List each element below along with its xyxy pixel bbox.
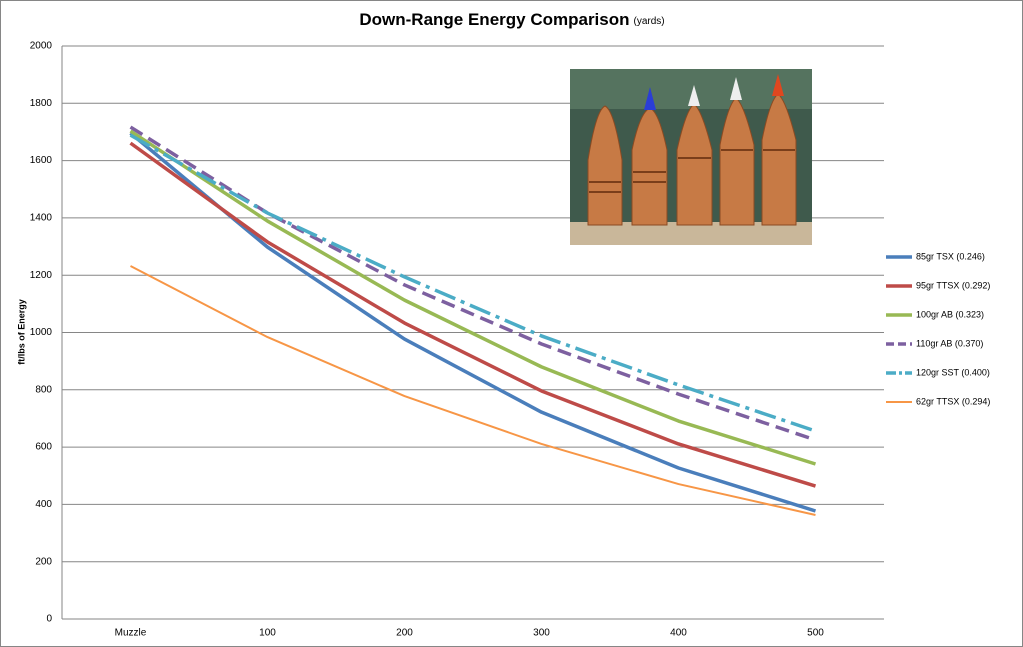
x-tick-label: Muzzle [115, 628, 147, 639]
legend-label: 100gr AB (0.323) [916, 309, 984, 319]
y-tick-label: 600 [35, 442, 52, 453]
legend-label: 95gr TTSX (0.292) [916, 280, 990, 290]
y-tick-label: 2000 [30, 41, 53, 52]
y-tick-label: 1800 [30, 98, 53, 109]
title: Down-Range Energy Comparison [359, 10, 629, 29]
series-line [129, 141, 817, 488]
legend-label: 85gr TSX (0.246) [916, 251, 985, 261]
series-line [129, 129, 817, 466]
legend-label: 120gr SST (0.400) [916, 367, 990, 377]
legend-label: 62gr TTSX (0.294) [916, 396, 990, 406]
legend-label: 110gr AB (0.370) [916, 338, 983, 348]
y-tick-label: 400 [35, 499, 52, 510]
y-tick-label: 800 [35, 384, 52, 395]
y-tick-label: 0 [46, 614, 52, 625]
x-tick-label: 500 [807, 628, 824, 639]
y-axis-label: ft/lbs of Energy [16, 299, 26, 365]
y-tick-label: 1000 [30, 327, 53, 338]
x-tick-label: 200 [396, 628, 413, 639]
series-line [129, 133, 817, 433]
y-tick-label: 1400 [30, 213, 53, 224]
bullet-photo [570, 69, 812, 245]
x-tick-label: 300 [533, 628, 550, 639]
series-line [130, 265, 816, 516]
subtitle: (yards) [634, 16, 665, 27]
plot-area: 0 200 400 600 800 1000 1200 1400 1600 1800 2000 Muz… [30, 41, 991, 639]
y-tick-label: 1200 [30, 270, 53, 281]
y-tick-label: 200 [35, 556, 52, 567]
series-line [129, 131, 817, 513]
x-tick-label: 100 [259, 628, 276, 639]
y-tick-label: 1600 [30, 155, 53, 166]
chart-title: Down-Range Energy Comparison (yards) [359, 10, 664, 29]
x-tick-label: 400 [670, 628, 687, 639]
